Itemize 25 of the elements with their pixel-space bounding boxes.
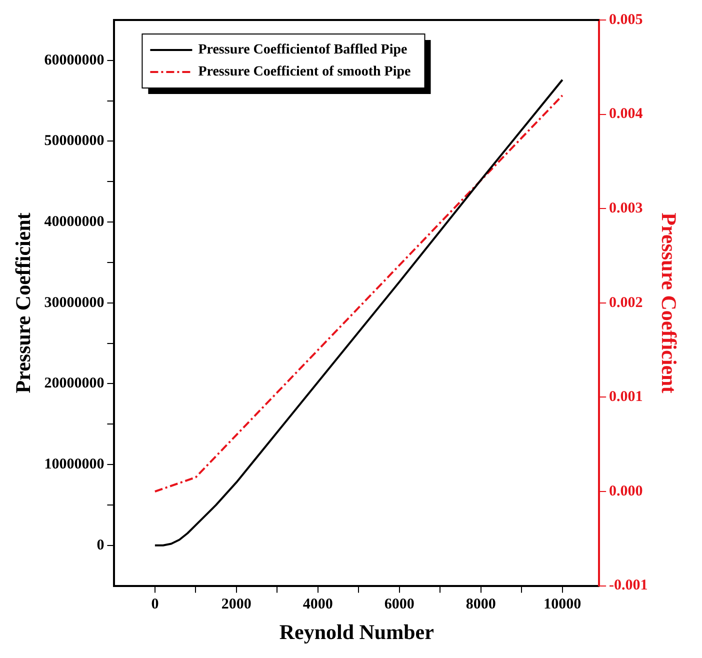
x-tick-label: 6000: [384, 596, 414, 613]
y-tick-label: 20000000: [44, 376, 104, 392]
y-tick-label: 60000000: [44, 52, 104, 68]
y2-tick-label: 0.003: [609, 200, 643, 216]
x-tick-label: 0: [151, 596, 159, 613]
y2-tick-label: 0.005: [609, 12, 643, 28]
y2-tick-label: 0.001: [609, 389, 643, 406]
y2-tick-label: 0.000: [609, 483, 643, 500]
y-tick-label: 50000000: [44, 133, 104, 150]
y-tick-label: 40000000: [44, 214, 104, 230]
x-axis-title: Reynold Number: [279, 620, 434, 644]
x-tick-label: 2000: [221, 596, 252, 613]
x-tick-label: 8000: [466, 596, 496, 613]
y2-tick-label: 0.004: [609, 106, 644, 122]
y-tick-label: 10000000: [44, 456, 104, 472]
legend-label: Pressure Coefficientof Baffled Pipe: [198, 42, 408, 58]
y-tick-label: 0: [96, 537, 104, 554]
y2-axis-title: Pressure Coefficient: [656, 212, 681, 394]
y-axis-title: Pressure Coefficient: [11, 212, 36, 394]
legend-label: Pressure Coefficient of smooth Pipe: [198, 64, 411, 80]
x-tick-label: 4000: [302, 596, 333, 613]
x-tick-label: 10000: [544, 596, 582, 613]
y2-tick-label: 0.002: [609, 294, 643, 311]
y-tick-label: 30000000: [44, 294, 104, 311]
y2-tick-label: -0.001: [609, 578, 648, 594]
